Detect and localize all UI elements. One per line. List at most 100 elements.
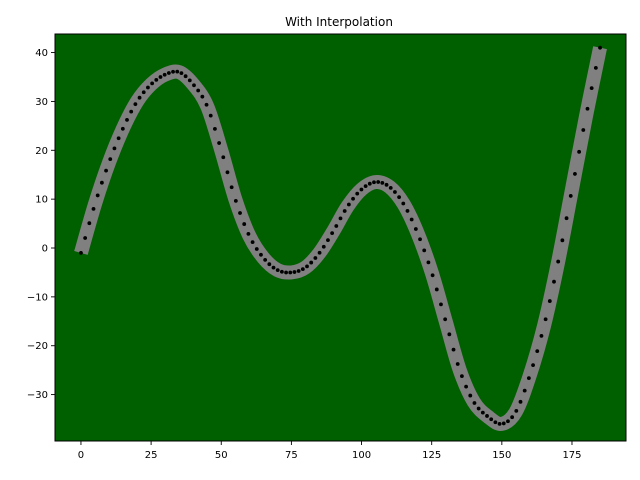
series-dot xyxy=(133,102,138,107)
plot-frame xyxy=(54,33,627,442)
series-dot xyxy=(405,209,410,213)
series-dot xyxy=(501,421,506,426)
series-dot xyxy=(254,247,259,251)
series-dot xyxy=(120,126,125,131)
series-dot xyxy=(183,74,188,79)
series-dot xyxy=(309,260,314,265)
series-dot xyxy=(535,349,540,354)
series-dot xyxy=(108,157,113,162)
series-dot xyxy=(472,401,477,405)
series-dot xyxy=(460,374,464,379)
series-dot xyxy=(313,256,318,260)
series-dot xyxy=(581,128,586,132)
series-dot xyxy=(83,236,88,240)
series-dot xyxy=(363,184,368,189)
series-dot xyxy=(150,81,155,86)
series-dot xyxy=(418,237,422,242)
series-dot xyxy=(225,170,230,175)
series-dot xyxy=(543,317,548,322)
series-dot xyxy=(326,238,330,243)
series-dot xyxy=(338,216,343,221)
series-dot xyxy=(263,258,268,262)
series-dot xyxy=(430,273,435,278)
series-dot xyxy=(422,248,427,253)
series-dot xyxy=(330,231,335,236)
series-dot xyxy=(397,195,402,200)
series-dot xyxy=(141,90,146,95)
series-dot xyxy=(593,66,598,70)
series-dot xyxy=(208,113,213,118)
series-dot xyxy=(476,406,481,411)
series-dot xyxy=(158,75,163,79)
series-dot xyxy=(439,302,443,307)
series-dot xyxy=(300,267,305,272)
series-dot xyxy=(376,180,381,184)
series-dot xyxy=(359,187,364,192)
series-dot xyxy=(238,211,242,215)
series-dot xyxy=(598,45,602,50)
series-dot xyxy=(305,264,309,269)
series-dot xyxy=(573,172,577,176)
series-dot xyxy=(116,136,121,141)
series-dot xyxy=(372,180,376,185)
series-dot xyxy=(413,227,418,231)
series-dot xyxy=(125,118,129,122)
series-dot xyxy=(171,69,175,74)
series-dot xyxy=(409,217,414,222)
series-dot xyxy=(334,224,339,228)
series-dot xyxy=(552,279,556,284)
series-dot xyxy=(250,240,255,245)
series-dot xyxy=(514,408,519,413)
y-tick-label: 0 xyxy=(42,244,48,255)
series-dot xyxy=(166,71,171,75)
series-dot xyxy=(547,299,552,303)
series-dot xyxy=(229,185,234,190)
series-dot xyxy=(464,384,468,389)
series-dot xyxy=(296,269,301,273)
y-tick-label: 10 xyxy=(35,195,48,206)
series-dot xyxy=(526,376,531,381)
y-tick-label: −20 xyxy=(27,341,48,352)
series-dot xyxy=(217,141,222,145)
series-dot xyxy=(367,181,372,186)
series-dot xyxy=(577,149,582,154)
series-dot xyxy=(522,388,527,393)
series-dot xyxy=(204,102,209,107)
chart-title: With Interpolation xyxy=(285,15,393,29)
series-dot xyxy=(196,88,201,93)
series-dot xyxy=(112,146,117,151)
series-dot xyxy=(493,420,498,425)
series-dot xyxy=(91,206,96,211)
x-tick-label: 50 xyxy=(215,450,228,461)
series-dot xyxy=(267,262,272,267)
series-dot xyxy=(242,222,247,226)
series-dot xyxy=(179,71,184,76)
x-axis: 0 25 50 75 100 125 150 175 xyxy=(78,441,582,461)
x-tick-label: 75 xyxy=(285,450,298,461)
x-tick-label: 125 xyxy=(422,450,441,461)
series-dot xyxy=(213,126,217,131)
series-dot xyxy=(560,238,565,243)
series-dot xyxy=(531,363,535,368)
series-dot xyxy=(284,270,288,275)
series-dot xyxy=(221,155,226,160)
series-layer xyxy=(74,45,607,431)
y-tick-label: 40 xyxy=(35,48,48,59)
y-tick-label: 20 xyxy=(35,146,48,157)
y-tick-label: 30 xyxy=(35,97,48,108)
x-tick-label: 25 xyxy=(145,450,158,461)
series-dot xyxy=(259,252,263,257)
series-dot xyxy=(380,180,385,185)
series-dot xyxy=(104,168,108,173)
series-dot xyxy=(99,180,104,185)
y-tick-label: −10 xyxy=(27,292,48,303)
series-dot xyxy=(568,194,573,198)
series-dot xyxy=(480,410,485,415)
series-dot xyxy=(129,109,134,114)
series-dot xyxy=(317,250,322,255)
series-dot xyxy=(485,414,489,418)
series-dot xyxy=(79,250,83,255)
series-dot xyxy=(275,268,280,273)
series-dot xyxy=(426,260,431,265)
